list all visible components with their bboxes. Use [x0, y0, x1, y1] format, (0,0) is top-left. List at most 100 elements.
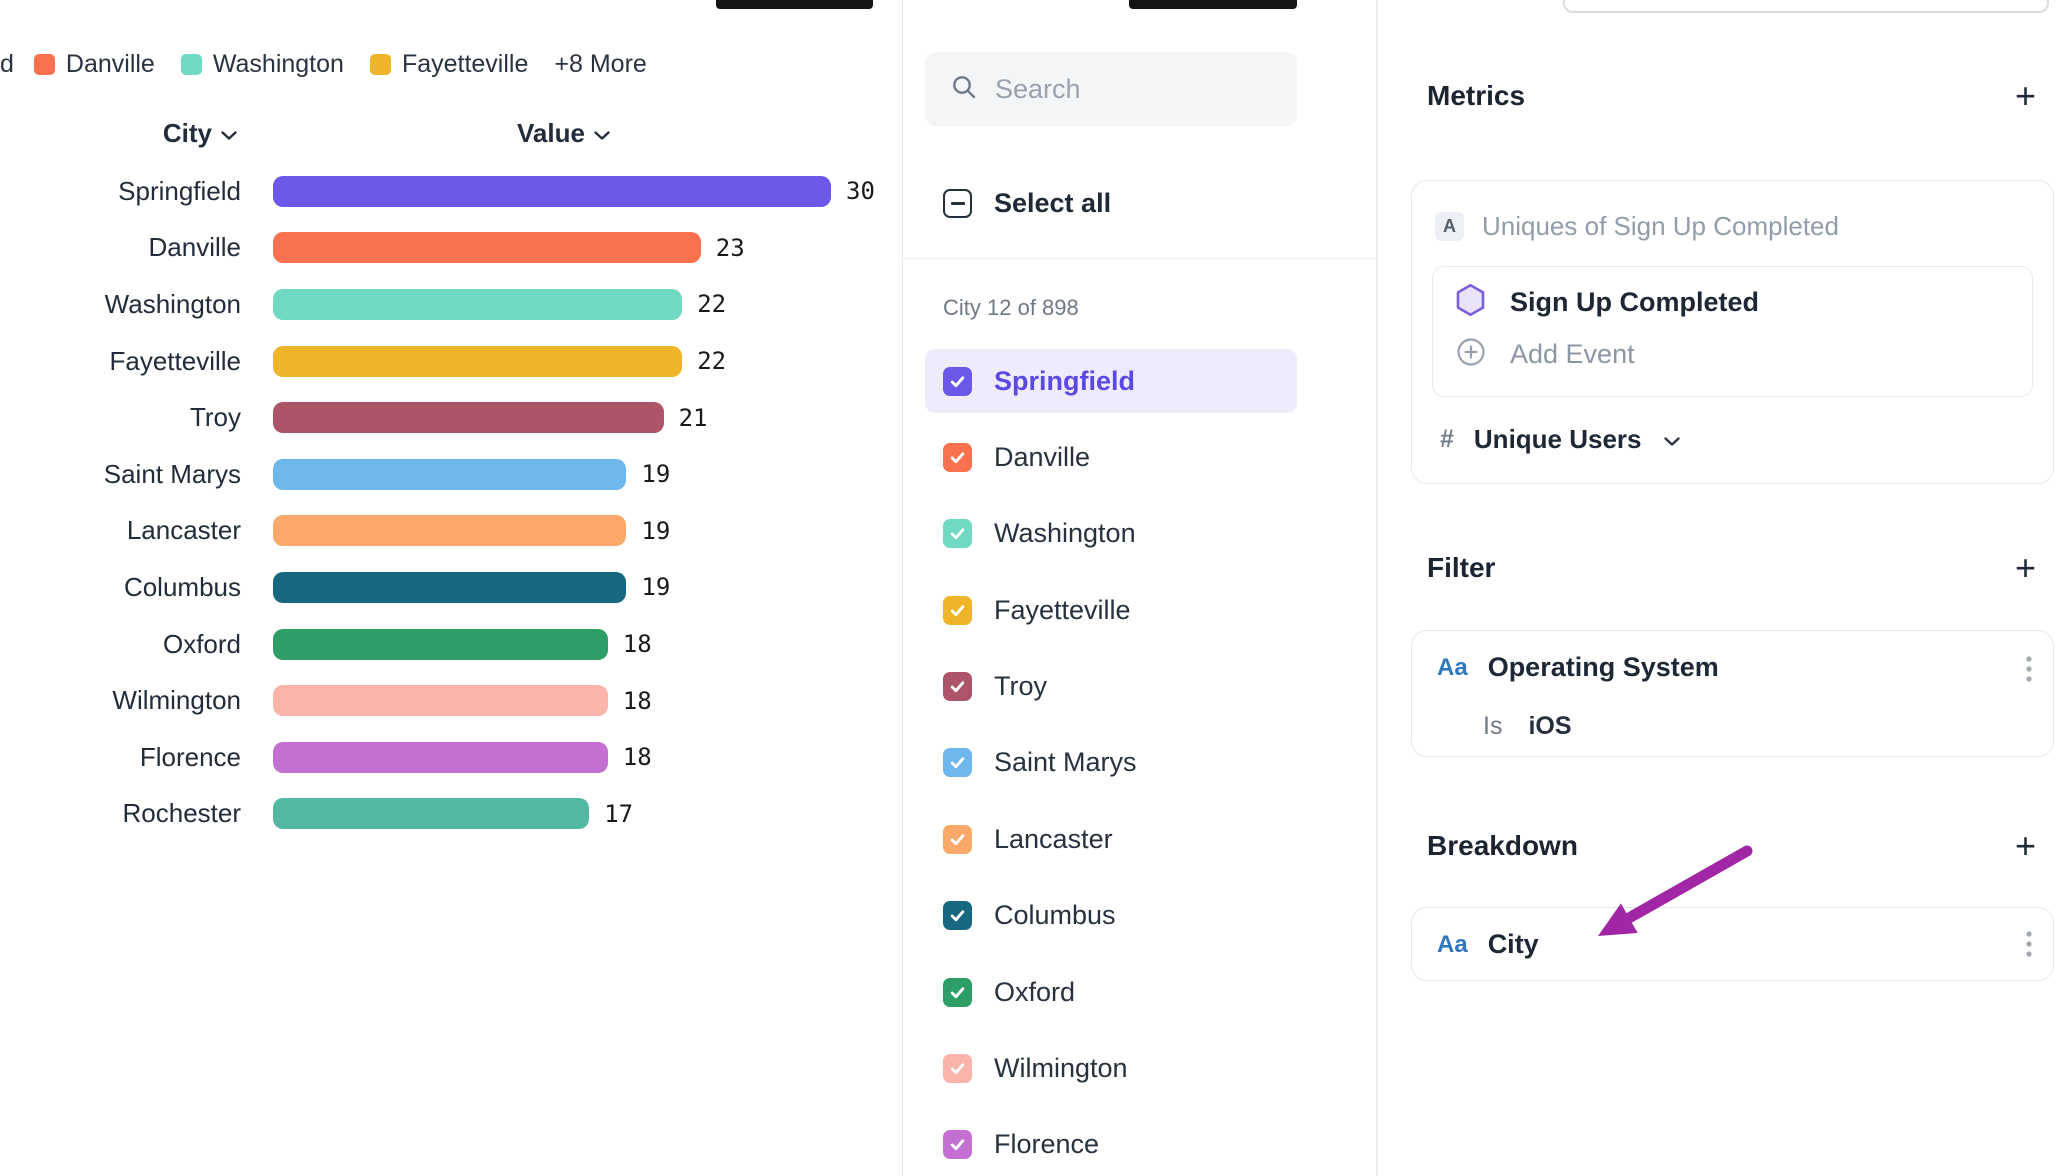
bar-wrap: 23	[273, 232, 745, 264]
filter-property-row[interactable]: Aa Operating System	[1437, 652, 1719, 683]
bar[interactable]	[273, 628, 608, 660]
city-checkbox[interactable]	[943, 977, 972, 1007]
add-metric-button[interactable]: +	[2014, 75, 2036, 116]
chart-row: Columbus 19	[0, 559, 902, 616]
city-checkbox[interactable]	[943, 672, 972, 702]
filter-property-name: Operating System	[1487, 652, 1719, 682]
city-checkbox[interactable]	[943, 824, 972, 854]
bar-value: 19	[641, 460, 671, 489]
bar-label: Troy	[189, 402, 241, 433]
filter-condition-row[interactable]: Is iOS	[1483, 712, 1572, 741]
city-list-item[interactable]: Danville	[925, 425, 1297, 489]
chart-row: Springfield 30	[0, 163, 902, 220]
city-checkbox[interactable]	[943, 519, 972, 549]
add-event-button[interactable]: Add Event	[1457, 338, 1635, 371]
city-label: Troy	[994, 671, 1047, 702]
bar-label: Florence	[139, 741, 241, 772]
add-filter-button[interactable]: +	[2014, 547, 2036, 588]
city-checkbox[interactable]	[943, 1130, 972, 1160]
city-list-item[interactable]: Florence	[925, 1113, 1297, 1176]
kebab-menu-icon[interactable]	[2025, 655, 2033, 690]
bar-value: 23	[715, 233, 745, 262]
filter-section-header: Filter +	[1427, 547, 2036, 588]
select-all-label: Select all	[994, 188, 1112, 218]
city-label: Columbus	[994, 900, 1116, 931]
bar-wrap: 21	[273, 402, 708, 434]
tab-control-fragment	[1563, 0, 2049, 13]
event-name: Sign Up Completed	[1510, 287, 1759, 317]
event-row[interactable]: Sign Up Completed	[1455, 283, 1759, 322]
check-icon	[950, 528, 965, 540]
bar[interactable]	[273, 685, 608, 717]
check-icon	[950, 1139, 965, 1151]
city-checkbox[interactable]	[943, 366, 972, 396]
select-all-checkbox[interactable]	[943, 189, 972, 218]
city-checkbox[interactable]	[943, 595, 972, 625]
check-icon	[950, 1063, 965, 1075]
chevron-down-icon	[1663, 436, 1680, 446]
city-list-item[interactable]: Lancaster	[925, 807, 1297, 871]
legend-item[interactable]: Washington	[180, 50, 344, 79]
city-checkbox[interactable]	[943, 748, 972, 778]
metrics-heading: Metrics	[1427, 80, 1526, 111]
city-list-item[interactable]: Fayetteville	[925, 578, 1297, 642]
bar[interactable]	[273, 402, 664, 434]
bar[interactable]	[273, 571, 627, 603]
kebab-menu-icon[interactable]	[2025, 930, 2033, 965]
select-all-row[interactable]: Select all	[943, 188, 1376, 219]
list-count-label: City 12 of 898	[943, 295, 1079, 320]
breakdown-property-row[interactable]: Aa City	[1437, 929, 1539, 960]
search-box[interactable]	[925, 52, 1349, 126]
city-label: Florence	[994, 1129, 1100, 1160]
bar[interactable]	[273, 515, 627, 547]
city-list-item[interactable]: Oxford	[925, 960, 1297, 1024]
city-label: Fayetteville	[994, 594, 1131, 625]
add-breakdown-button[interactable]: +	[2014, 825, 2036, 866]
city-checkbox[interactable]	[943, 1054, 972, 1084]
bar-label: Danville	[148, 232, 242, 263]
legend-item[interactable]: Danville	[33, 50, 155, 79]
city-list-item[interactable]: Columbus	[925, 884, 1297, 948]
legend-more[interactable]: +8 More	[554, 50, 647, 78]
filter-heading: Filter	[1427, 552, 1496, 583]
city-label: Wilmington	[994, 1053, 1128, 1084]
bar-value: 17	[604, 799, 634, 828]
bar[interactable]	[273, 798, 590, 830]
check-icon	[950, 757, 965, 769]
bar[interactable]	[273, 458, 627, 490]
check-icon	[950, 452, 965, 464]
bar[interactable]	[273, 232, 701, 264]
search-icon	[951, 74, 977, 105]
bar[interactable]	[273, 345, 683, 377]
city-list-item[interactable]: Saint Marys	[925, 731, 1297, 795]
top-bar-fragment	[716, 0, 873, 9]
column-header-city[interactable]: City	[0, 118, 241, 149]
legend-label: Fayetteville	[401, 50, 529, 78]
bar-wrap: 18	[273, 685, 652, 717]
city-checkbox[interactable]	[943, 442, 972, 472]
bar-wrap: 19	[273, 515, 670, 547]
divider	[903, 258, 1376, 259]
column-header-value[interactable]: Value	[517, 118, 610, 149]
bar-label: Wilmington	[112, 685, 241, 716]
chart-legend: d Danville Washington Fayetteville +8 Mo…	[0, 50, 647, 79]
hash-icon: #	[1440, 425, 1454, 453]
chart-row: Rochester 17	[0, 786, 902, 843]
city-filter-panel: Select all City 12 of 898 Springfield Da…	[902, 0, 1377, 1176]
search-input[interactable]	[995, 73, 1349, 105]
bar[interactable]	[273, 741, 608, 773]
measure-selector[interactable]: # Unique Users	[1440, 424, 1680, 455]
city-list-item[interactable]: Troy	[925, 655, 1297, 719]
chart-row: Saint Marys 19	[0, 446, 902, 503]
measure-label: Unique Users	[1473, 424, 1642, 454]
city-list-item[interactable]: Springfield	[925, 349, 1297, 413]
city-list-item[interactable]: Wilmington	[925, 1037, 1297, 1101]
city-list: Springfield Danville Washington Fayettev…	[903, 349, 1376, 1176]
breakdown-section-header: Breakdown +	[1427, 825, 2036, 866]
bar[interactable]	[273, 288, 683, 320]
city-list-item[interactable]: Washington	[925, 502, 1297, 566]
city-checkbox[interactable]	[943, 901, 972, 931]
indeterminate-mark	[950, 202, 965, 205]
bar[interactable]	[273, 175, 831, 207]
legend-item[interactable]: Fayetteville	[369, 50, 529, 79]
